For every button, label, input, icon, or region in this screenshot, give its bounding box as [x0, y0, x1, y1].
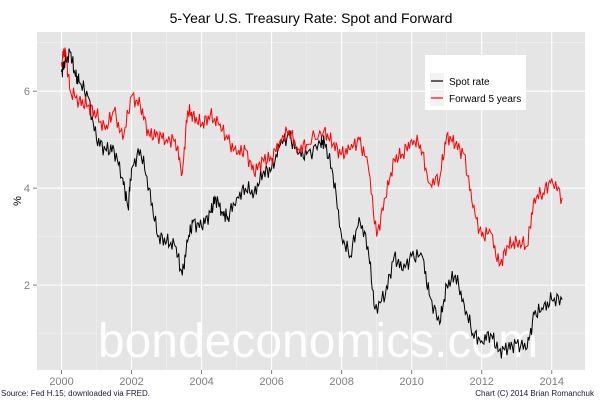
series-lines: [61, 47, 563, 359]
x-tick-label: 2012: [469, 376, 493, 388]
x-tick-label: 2014: [539, 376, 563, 388]
series-line-forward: [61, 47, 563, 268]
series-line-spot: [61, 48, 563, 359]
chart-title: 5-Year U.S. Treasury Rate: Spot and Forw…: [170, 10, 453, 26]
y-axis-label: %: [12, 196, 24, 206]
x-tick-label: 2006: [259, 376, 283, 388]
y-tick-label: 4: [24, 183, 30, 195]
grid: [37, 32, 585, 370]
caption-source: Source: Fed H.15; downloaded via FRED.: [1, 389, 150, 398]
legend: Spot rate Forward 5 years: [425, 55, 526, 110]
y-tick-label: 6: [24, 86, 30, 98]
caption-copyright: Chart (C) 2014 Brian Romanchuk: [475, 389, 595, 398]
legend-label-spot: Spot rate: [449, 77, 490, 88]
x-tick-label: 2008: [329, 376, 353, 388]
x-tick-label: 2000: [49, 376, 73, 388]
axes: 2 4 6 2000 2002 2004 2006 2008 2010 2012 2014: [24, 86, 564, 388]
y-tick-label: 2: [24, 280, 30, 292]
x-tick-label: 2002: [119, 376, 143, 388]
x-tick-label: 2004: [189, 376, 213, 388]
legend-label-forward: Forward 5 years: [449, 94, 521, 105]
x-tick-label: 2010: [399, 376, 423, 388]
watermark: bondeconomics.com: [98, 315, 538, 368]
